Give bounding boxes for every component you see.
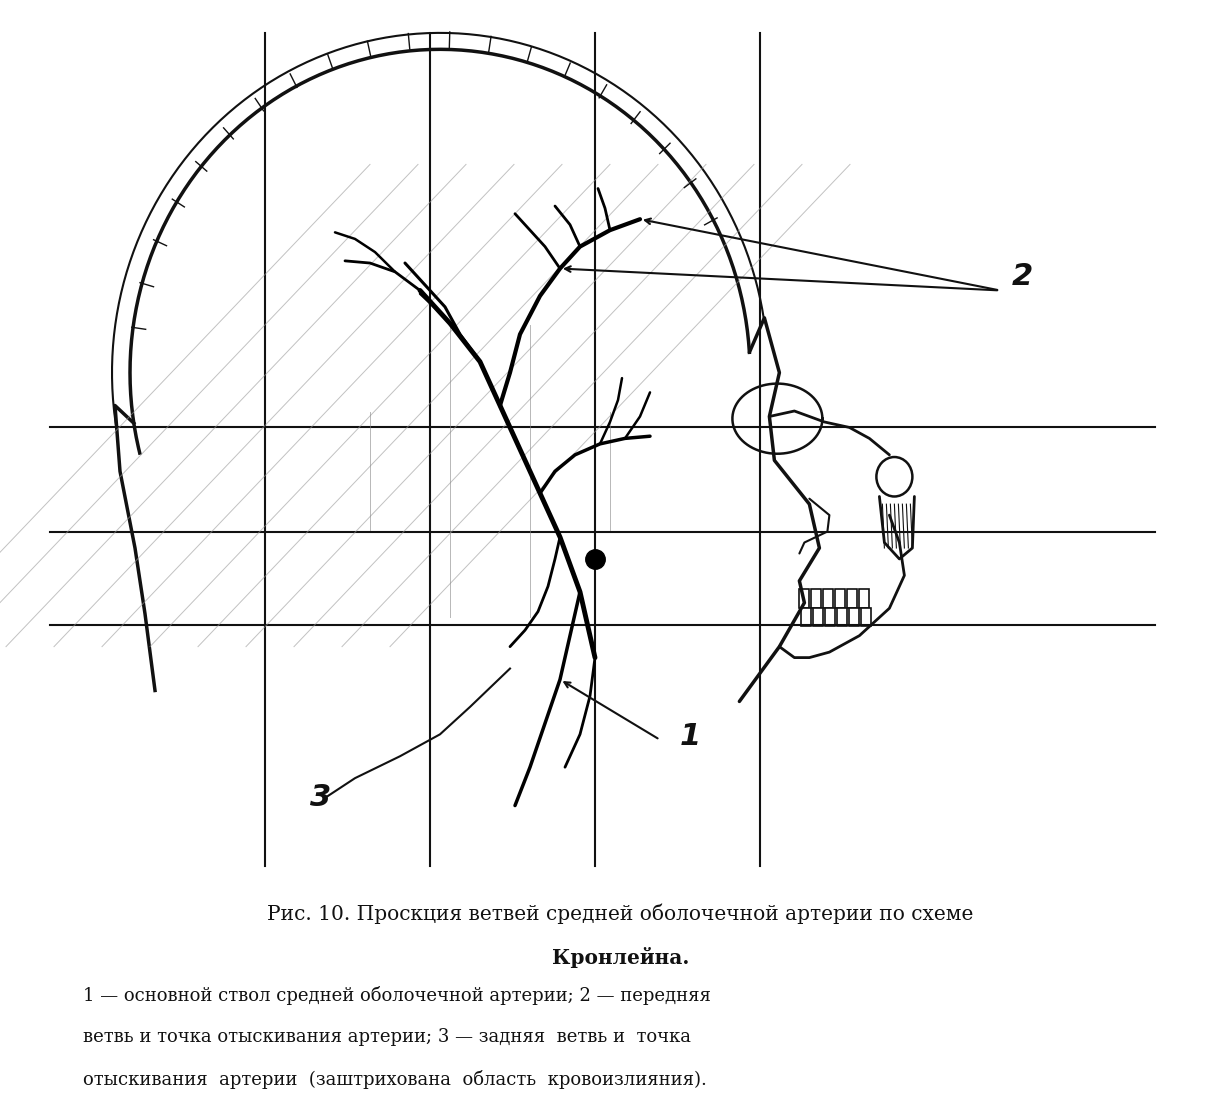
Bar bbox=[847, 589, 858, 608]
Bar bbox=[811, 589, 822, 608]
Bar bbox=[835, 589, 846, 608]
Text: отыскивания  артерии  (заштрихована  область  кровоизлияния).: отыскивания артерии (заштрихована област… bbox=[83, 1070, 707, 1088]
Bar bbox=[825, 608, 835, 626]
Ellipse shape bbox=[149, 164, 610, 647]
Bar bbox=[837, 608, 847, 626]
Text: ветвь и точка отыскивания артерии; 3 — задняя  ветвь и  точка: ветвь и точка отыскивания артерии; 3 — з… bbox=[83, 1028, 690, 1046]
Text: 1 — основной ствол средней оболочечной артерии; 2 — передняя: 1 — основной ствол средней оболочечной а… bbox=[83, 986, 711, 1005]
Bar bbox=[823, 589, 834, 608]
Bar bbox=[813, 608, 823, 626]
Text: 3: 3 bbox=[310, 783, 331, 811]
Bar bbox=[799, 589, 810, 608]
Bar bbox=[850, 608, 859, 626]
Bar bbox=[862, 608, 871, 626]
Text: Рис. 10. Проскция ветвей средней оболочечной артерии по схеме: Рис. 10. Проскция ветвей средней оболоче… bbox=[268, 903, 974, 924]
Text: 2: 2 bbox=[1012, 262, 1033, 290]
Text: 1: 1 bbox=[680, 722, 701, 751]
Bar bbox=[801, 608, 811, 626]
Bar bbox=[859, 589, 869, 608]
Text: Кронлейна.: Кронлейна. bbox=[552, 947, 689, 968]
